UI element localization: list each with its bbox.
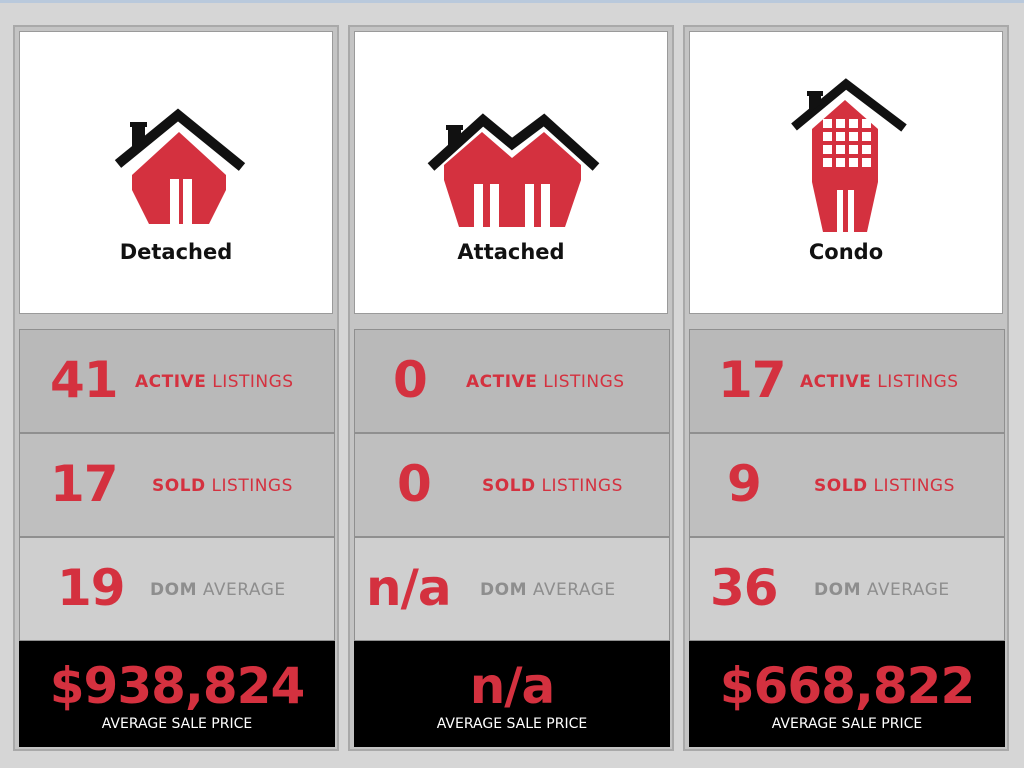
active-listings-label: ACTIVE LISTINGS xyxy=(800,372,959,392)
sold-listings-row: 9 SOLD LISTINGS xyxy=(689,433,1005,537)
average-sale-price-value: $938,824 xyxy=(49,657,306,715)
detached-column: Detached 41 ACTIVE LISTINGS 17 SOLD LIST… xyxy=(13,25,339,751)
average-sale-price-value: n/a xyxy=(469,657,556,715)
average-sale-price-row: $668,822 AVERAGE SALE PRICE xyxy=(689,641,1005,747)
sold-listings-row: 0 SOLD LISTINGS xyxy=(354,433,670,537)
dom-average-label: DOM AVERAGE xyxy=(150,580,286,600)
attached-house-icon xyxy=(427,113,600,227)
property-type-label: Detached xyxy=(119,240,233,264)
active-listings-value: 0 xyxy=(393,351,428,409)
attached-column: Attached 0 ACTIVE LISTINGS 0 SOLD LISTIN… xyxy=(348,25,674,751)
average-sale-price-value: $668,822 xyxy=(719,657,976,715)
sold-listings-value: 17 xyxy=(50,455,119,513)
sold-listings-value: 9 xyxy=(727,455,762,513)
sold-listings-label: SOLD LISTINGS xyxy=(482,476,623,496)
dom-average-row: 36 DOM AVERAGE xyxy=(689,537,1005,641)
dom-average-value: 36 xyxy=(710,559,779,617)
sold-listings-label: SOLD LISTINGS xyxy=(152,476,293,496)
detached-card: Detached xyxy=(19,31,333,314)
sold-listings-label: SOLD LISTINGS xyxy=(814,476,955,496)
top-border-line xyxy=(0,0,1024,3)
average-sale-price-label: AVERAGE SALE PRICE xyxy=(771,716,923,732)
sold-listings-row: 17 SOLD LISTINGS xyxy=(19,433,335,537)
property-type-label: Condo xyxy=(808,240,884,264)
dom-average-row: n/a DOM AVERAGE xyxy=(354,537,670,641)
average-sale-price-label: AVERAGE SALE PRICE xyxy=(436,716,588,732)
active-listings-value: 41 xyxy=(50,351,119,409)
active-listings-row: 17 ACTIVE LISTINGS xyxy=(689,329,1005,433)
condo-building-icon xyxy=(791,78,907,232)
active-listings-row: 0 ACTIVE LISTINGS xyxy=(354,329,670,433)
dom-average-label: DOM AVERAGE xyxy=(814,580,950,600)
dom-average-row: 19 DOM AVERAGE xyxy=(19,537,335,641)
dom-average-value: 19 xyxy=(57,559,126,617)
attached-card: Attached xyxy=(354,31,668,314)
property-type-label: Attached xyxy=(457,240,565,264)
average-sale-price-row: n/a AVERAGE SALE PRICE xyxy=(354,641,670,747)
average-sale-price-label: AVERAGE SALE PRICE xyxy=(101,716,253,732)
active-listings-row: 41 ACTIVE LISTINGS xyxy=(19,329,335,433)
average-sale-price-row: $938,824 AVERAGE SALE PRICE xyxy=(19,641,335,747)
condo-column: Condo 17 ACTIVE LISTINGS 9 SOLD LISTINGS… xyxy=(683,25,1009,751)
active-listings-label: ACTIVE LISTINGS xyxy=(466,372,625,392)
dom-average-value: n/a xyxy=(366,559,452,617)
active-listings-label: ACTIVE LISTINGS xyxy=(135,372,294,392)
condo-card: Condo xyxy=(689,31,1003,314)
sold-listings-value: 0 xyxy=(397,455,432,513)
dom-average-label: DOM AVERAGE xyxy=(480,580,616,600)
active-listings-value: 17 xyxy=(718,351,787,409)
detached-house-icon xyxy=(114,108,246,224)
